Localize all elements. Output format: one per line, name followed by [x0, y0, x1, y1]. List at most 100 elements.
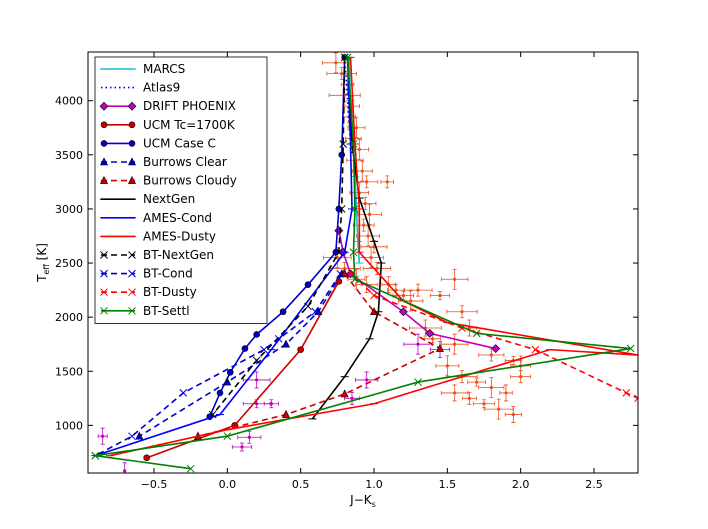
legend-marker — [127, 101, 137, 111]
observed-point-magenta — [97, 427, 108, 445]
observed-point — [446, 305, 478, 319]
observed-point — [510, 370, 532, 384]
legend-box — [94, 56, 268, 324]
series-point-bt-cond — [311, 307, 320, 316]
series-point-bt-nextgen — [304, 302, 312, 311]
legend-label: DRIFT PHOENIX — [143, 99, 236, 113]
observed-point-marker — [363, 201, 367, 206]
y-tick-label: 1000 — [55, 419, 83, 432]
observed-point-marker — [369, 256, 373, 260]
series-point-ucm-tc-1700k — [143, 454, 150, 462]
observed-point — [355, 175, 379, 189]
observed-point — [352, 218, 375, 232]
observed-point-marker — [504, 391, 508, 395]
x-tick-label: 1.5 — [439, 478, 457, 491]
series-point-ucm-case-c — [216, 389, 224, 397]
series-point-burrows-clear — [223, 377, 232, 386]
observed-point-marker — [366, 234, 370, 238]
legend-item-marcs: MARCS — [100, 62, 185, 76]
series-point-bt-nextgen — [252, 356, 261, 365]
legend-label: BT-Settl — [143, 304, 190, 318]
series-point-bt-nextgen — [334, 248, 343, 257]
series-point-bt-settl — [91, 451, 100, 460]
legend-label: AMES-Dusty — [143, 229, 216, 243]
legend-marker — [100, 269, 108, 278]
legend-marker — [128, 288, 136, 297]
y-tick-label: 2000 — [55, 311, 83, 324]
series-point-bt-settl — [626, 344, 635, 353]
series-point-ucm-case-c — [304, 281, 312, 288]
observed-point — [478, 377, 505, 398]
observed-point-marker — [453, 277, 457, 281]
legend-marker — [100, 251, 108, 259]
observed-point — [440, 268, 469, 290]
series-point-bt-cond — [274, 334, 283, 343]
x-tick-label: 1.0 — [365, 478, 383, 491]
series-point-bt-dusty — [622, 389, 631, 397]
plot-area — [91, 52, 638, 473]
series-point-ucm-case-c — [338, 151, 346, 159]
series-point-bt-nextgen — [208, 410, 217, 419]
observed-point-marker — [519, 375, 523, 379]
observed-point — [483, 398, 514, 420]
observed-point-marker — [511, 412, 515, 417]
observed-point-magenta-marker — [416, 342, 420, 346]
series-point-bt-nextgen — [339, 140, 348, 148]
observed-point — [356, 225, 381, 247]
legend-marker — [128, 251, 136, 259]
series-point-bt-cond — [179, 389, 188, 397]
observed-point-marker — [416, 288, 420, 292]
series-point-bt-settl — [472, 329, 481, 338]
legend-item-drift-phoenix: DRIFT PHOENIX — [99, 99, 236, 113]
series-point-bt-settl — [351, 205, 359, 213]
legend-marker — [128, 306, 136, 315]
legend-marker — [100, 306, 108, 315]
observed-point — [429, 291, 451, 300]
series-point-drift-phoenix — [425, 328, 435, 338]
series-point-burrows-cloudy — [282, 409, 290, 418]
observed-point — [347, 117, 366, 139]
legend-label: AMES-Cond — [143, 211, 212, 225]
observed-point-marker — [357, 147, 361, 152]
observed-point-magenta-marker — [123, 469, 127, 473]
observed-point — [461, 391, 477, 405]
observed-point-marker — [375, 266, 379, 271]
observed-point-marker — [385, 180, 389, 184]
observed-point-marker — [431, 337, 435, 341]
observed-point — [472, 399, 496, 409]
series-point-bt-dusty — [634, 394, 638, 403]
observed-point — [380, 175, 394, 189]
series-point-ucm-case-c — [253, 331, 260, 338]
observed-point-magenta — [355, 371, 379, 389]
observed-point-magenta — [403, 333, 433, 355]
legend-label: Burrows Cloudy — [143, 174, 237, 188]
series-point-ucm-tc-1700k — [297, 346, 304, 353]
observed-point — [440, 333, 469, 355]
series-point-bt-settl — [186, 464, 195, 473]
legend-label: UCM Tc=1700K — [143, 118, 236, 132]
series-point-bt-settl — [349, 140, 358, 148]
observed-point — [351, 160, 373, 182]
series-point-bt-cond — [336, 270, 345, 278]
observed-point-magenta-marker — [240, 445, 244, 449]
x-tick-label: 0.0 — [219, 478, 237, 491]
observed-point-marker — [334, 61, 338, 65]
observed-point-marker — [489, 353, 493, 357]
observed-point-marker — [453, 391, 457, 395]
observed-point-magenta — [237, 430, 262, 444]
legend: MARCS Atlas9 DRIFT PHOENIX UCM Tc=1700K UCM … — [94, 56, 268, 324]
series-point-bt-cond — [260, 345, 268, 354]
observed-point-magenta-marker — [350, 396, 354, 400]
legend-label: MARCS — [143, 62, 185, 76]
legend-label: BT-Cond — [143, 267, 193, 281]
series-atlas9 — [343, 57, 353, 155]
legend-item-ucm-case-c: UCM Case C — [100, 136, 216, 150]
observed-point — [326, 67, 357, 81]
legend-label: UCM Case C — [143, 136, 216, 150]
observed-point-marker — [409, 299, 413, 303]
series-bt-settl — [91, 53, 635, 473]
observed-point-marker — [467, 396, 471, 400]
y-tick-label: 1500 — [55, 365, 83, 378]
observed-point-marker — [438, 293, 442, 298]
